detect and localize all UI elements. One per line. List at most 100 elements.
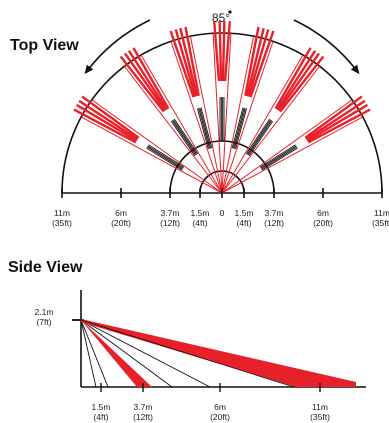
side-view-ray: [80, 319, 295, 388]
beam-ray: [212, 33, 223, 194]
side-view-height-label-m: 2.1m: [35, 307, 54, 317]
top-scale-label-ft: (12ft): [264, 218, 284, 228]
beam-hatch: [232, 107, 245, 149]
top-scale-label-m: 11m: [54, 208, 70, 218]
side-scale-label-ft: (4ft): [93, 412, 108, 422]
beam-hatch: [147, 145, 184, 169]
top-view-title: Top View: [10, 37, 79, 54]
top-view-beam: [221, 95, 371, 194]
coverage-angle-arrow: [293, 19, 360, 75]
beam-finger: [304, 95, 363, 139]
beam-hatch: [246, 119, 272, 155]
top-view-beam: [221, 47, 325, 194]
beam-finger: [245, 27, 265, 97]
beam-finger: [169, 30, 195, 98]
beam-finger: [132, 47, 170, 110]
coverage-angle-label: 85°: [212, 11, 230, 25]
beam-ray: [91, 99, 223, 194]
side-scale-label-ft: (35ft): [310, 412, 330, 422]
coverage-arc-outer: [61, 32, 383, 194]
side-scale-label-m: 6m: [214, 402, 226, 412]
top-scale-label-m: 3.7m: [161, 208, 180, 218]
side-scale-label-m: 3.7m: [134, 402, 153, 412]
beam-hatch: [172, 119, 198, 155]
coverage-arc-inner: [199, 170, 245, 194]
top-view-beams: [73, 20, 371, 194]
top-scale-label-ft: (4ft): [192, 218, 207, 228]
beam-ray: [189, 36, 223, 194]
beam-hatch: [198, 108, 210, 149]
beam-hatch: [245, 118, 271, 155]
beam-finger: [279, 55, 325, 113]
side-scale-label-m: 11m: [312, 402, 328, 412]
beam-finger: [305, 99, 366, 141]
side-view-ray: [80, 319, 173, 388]
beam-hatch: [248, 120, 274, 157]
beam-finger: [127, 50, 168, 111]
beam-finger: [119, 55, 165, 113]
beam-finger: [184, 26, 200, 96]
degree-dot: [228, 10, 232, 14]
side-view-height-label-ft: (7ft): [36, 317, 51, 327]
beam-finger: [218, 20, 223, 82]
beam-finger: [276, 50, 317, 111]
beam-ray: [221, 54, 304, 194]
top-scale-label-m: 6m: [317, 208, 329, 218]
beam-hatch: [259, 144, 296, 168]
beam-hatch: [146, 147, 183, 171]
side-view-beam-short: [81, 320, 152, 387]
beam-hatch: [171, 120, 197, 156]
beam-hatch: [146, 146, 183, 170]
beam-hatch: [260, 145, 297, 169]
beam-hatch: [173, 118, 199, 155]
beam-hatch: [231, 107, 244, 149]
top-view-beam: [169, 26, 223, 194]
beam-ray: [123, 65, 223, 194]
beam-hatch: [234, 108, 246, 149]
top-view-diagram: 85° 11m(35ft)6m(20ft)3.7m(12ft)1.5m(4ft)…: [52, 10, 389, 228]
side-scale-label-ft: (20ft): [210, 412, 230, 422]
side-scale-label-m: 1.5m: [92, 402, 111, 412]
beam-ray: [81, 116, 223, 194]
beam-ray: [221, 65, 321, 194]
beam-hatch: [196, 108, 209, 150]
beam-finger: [75, 103, 138, 142]
top-view-beam: [221, 26, 275, 194]
top-view-beam: [119, 47, 223, 194]
beam-ray: [140, 54, 223, 194]
top-scale-label-ft: (35ft): [372, 218, 389, 228]
beam-finger: [223, 21, 231, 82]
beam-ray: [170, 41, 223, 194]
beam-ray: [221, 99, 353, 194]
beam-finger: [306, 103, 369, 142]
top-scale-label-ft: (35ft): [52, 218, 72, 228]
beam-finger: [244, 26, 260, 96]
top-scale-label-ft: (20ft): [111, 218, 131, 228]
beam-hatch: [247, 120, 273, 156]
beam-finger: [307, 108, 371, 144]
side-view-title: Side View: [8, 259, 83, 276]
beam-finger: [249, 30, 275, 98]
coverage-arc-mid: [169, 140, 275, 194]
beam-hatch: [200, 107, 213, 149]
beam-hatch: [199, 107, 212, 149]
beam-finger: [221, 20, 226, 82]
side-view-beams: [80, 319, 356, 388]
beam-hatch: [170, 120, 196, 157]
beam-finger: [174, 29, 197, 97]
top-view-beam: [212, 20, 232, 194]
beam-ray: [221, 36, 255, 194]
beam-ray: [221, 116, 363, 194]
beam-ray: [221, 33, 232, 194]
beam-finger: [277, 52, 321, 112]
side-view-beam-long: [81, 319, 356, 387]
top-scale-label-m: 0: [220, 208, 225, 218]
beam-finger: [247, 29, 270, 97]
top-view-scale: 11m(35ft)6m(20ft)3.7m(12ft)1.5m(4ft)0 1.5…: [52, 188, 389, 228]
side-scale-label-ft: (12ft): [133, 412, 153, 422]
beam-finger: [179, 27, 199, 97]
top-scale-label-ft: (20ft): [313, 218, 333, 228]
side-view-scale: 1.5m(4ft) 3.7m(12ft) 6m(20ft) 11m(35ft): [92, 383, 330, 422]
top-view-beam: [73, 95, 223, 194]
